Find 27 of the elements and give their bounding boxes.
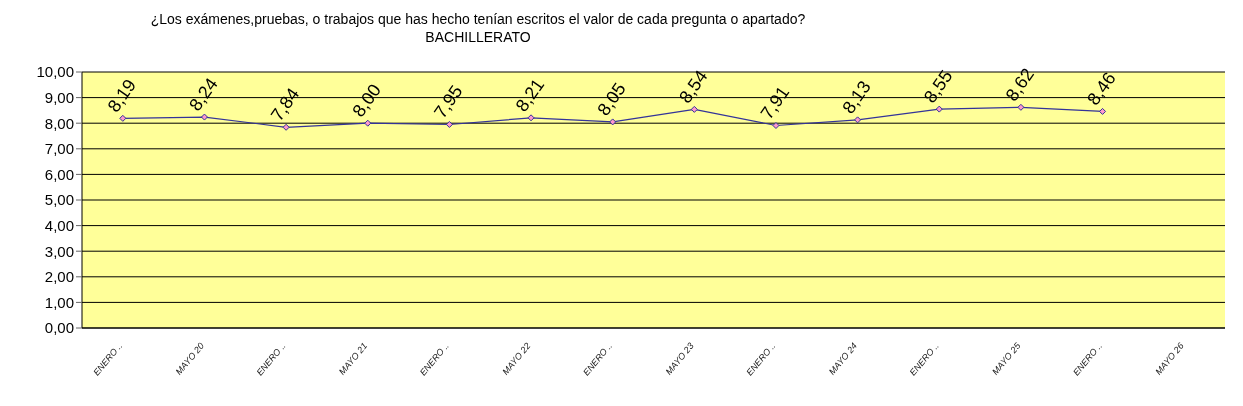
y-tick-label: 3,00 xyxy=(44,242,74,260)
point xyxy=(772,122,780,129)
y-tick-label: 2,00 xyxy=(44,268,74,286)
point xyxy=(854,116,862,124)
point xyxy=(119,114,127,122)
point xyxy=(527,114,535,122)
point xyxy=(445,120,453,128)
point xyxy=(935,105,943,113)
y-tick-label: 10,00 xyxy=(36,63,74,81)
y-tick-label: 9,00 xyxy=(44,88,74,106)
y-tick-label: 7,00 xyxy=(44,140,74,158)
point xyxy=(200,113,208,121)
point xyxy=(364,119,372,127)
point xyxy=(282,123,290,131)
y-tick-label: 1,00 xyxy=(44,293,74,311)
y-tick-label: 0,00 xyxy=(44,319,74,337)
chart-subtitle: BACHILLERATO xyxy=(424,28,532,46)
y-tick-label: 4,00 xyxy=(44,216,74,234)
point xyxy=(609,118,617,126)
chart-title: ¿Los exámenes,pruebas, o trabajos que has hecho tenían escritos el valor de cada pregunta o apartado? xyxy=(149,10,807,28)
point xyxy=(1099,107,1107,115)
y-tick-label: 8,00 xyxy=(44,114,74,132)
y-tick-label: 5,00 xyxy=(44,191,74,209)
point xyxy=(690,105,698,113)
data-label: 7,91 xyxy=(756,82,794,123)
y-tick-label: 6,00 xyxy=(44,165,74,183)
point xyxy=(1017,103,1025,111)
